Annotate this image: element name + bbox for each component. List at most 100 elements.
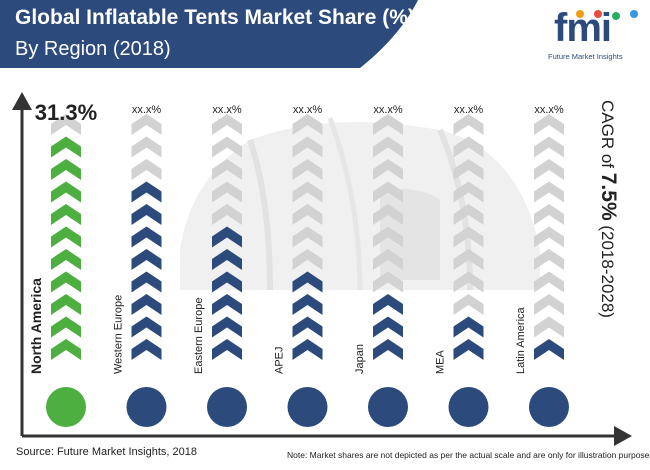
chevron-icon [292,249,323,270]
chevron-icon [212,136,242,158]
chevron-icon [131,249,162,270]
chevron-icon [453,294,484,315]
chevron-icon [373,316,403,338]
category-label: Japan [354,344,366,374]
chevron-icon [131,181,162,203]
chevron-icon [453,271,484,293]
chevron-icon [51,114,81,135]
chevron-icon [373,114,403,135]
chevron-icon [131,226,162,248]
value-label: xx.x% [132,104,162,116]
chevron-icon [212,159,242,180]
chevron-icon [131,204,162,225]
bar-column: xx.x% Eastern Europe [193,104,247,427]
cagr-label: CAGR of 7.5% (2018-2028) [597,100,650,380]
chevron-icon [453,114,484,135]
chevron-icon [51,136,81,158]
circle-marker-icon [448,387,489,427]
logo-subtitle: Future Market Insights [548,52,623,61]
circle-marker-icon [126,387,167,427]
chevron-icon [212,339,242,360]
category-label: Eastern Europe [193,298,205,374]
cagr-text: CAGR of 7.5% (2018-2028) [596,100,620,318]
chevron-icon [534,204,564,225]
tent-illustration [180,117,540,291]
chevron-icon [51,316,81,338]
header-banner: Global Inflatable Tents Market Share (%)… [0,0,420,72]
chevron-icon [373,204,403,225]
chevron-icon [292,159,323,180]
chevron-icon [292,294,323,315]
chevron-icon [534,159,564,180]
chevron-icon [373,249,403,270]
fmi-logo: fmi Future Market Insights [548,6,646,68]
chevron-icon [453,339,484,360]
value-label: xx.x% [534,104,564,116]
chevron-icon [292,114,323,135]
chevron-icon [534,294,564,315]
chevron-icon [51,249,81,270]
chevron-icon [534,226,564,248]
chevron-icon [534,114,564,135]
chevron-icon [131,159,162,180]
bar-column: xx.x% Japan [354,104,408,427]
category-label: APEJ [274,346,286,374]
chevron-icon [534,249,564,270]
chart-subtitle: By Region (2018) [15,38,171,60]
chevron-icon [373,339,403,360]
chevron-icon [212,249,242,270]
header-banner-shape [0,0,418,68]
chevron-icon [453,159,484,180]
chevron-icon [453,249,484,270]
value-label: xx.x% [373,104,403,116]
chevron-icon [51,181,81,203]
cagr-value: 7.5% [597,172,620,221]
chevron-icon [131,339,162,360]
chevron-icon [453,204,484,225]
chevron-icon [131,316,162,338]
chart-axes [12,92,632,446]
chevron-icon [292,181,323,203]
chevron-icon [373,136,403,158]
chevron-icon [453,316,484,338]
axis-arrow-icon [12,92,32,110]
chevron-icon [51,204,81,225]
bar-column: xx.x% Latin America [515,104,569,427]
value-label: xx.x% [212,104,242,116]
value-label: 31.3% [35,100,97,125]
chevron-icon [534,339,564,360]
chevron-icon [51,294,81,315]
bar-column: 31.3% North America [28,100,97,427]
category-label: North America [28,278,44,374]
chart-title: Global Inflatable Tents Market Share (%) [15,6,415,29]
circle-marker-icon [207,387,247,427]
chevron-icon [373,271,403,293]
chevron-icon [292,316,323,338]
chevron-icon [373,226,403,248]
bar-column: xx.x% Western Europe [113,104,167,427]
chevron-icon [212,204,242,225]
chevron-icon [453,181,484,203]
logo-mark: fmi [554,6,612,50]
chevron-icon [51,159,81,180]
category-label: MEA [435,350,447,375]
chevron-icon [212,181,242,203]
chevron-icon [534,271,564,293]
chevron-icon [212,114,242,135]
source-note: Source: Future Market Insights, 2018 [16,446,197,458]
chevron-icon [212,294,242,315]
chevron-icon [534,181,564,203]
chevron-icon [51,271,81,293]
chevron-icon [212,316,242,338]
chevron-icon [373,294,403,315]
chevron-icon [453,226,484,248]
bar-column: xx.x% APEJ [274,104,328,427]
chevron-icon [292,136,323,158]
chevron-icon [292,339,323,360]
chevron-icon [51,226,81,248]
chevron-icon [131,294,162,315]
chevron-icon [373,181,403,203]
circle-marker-icon [529,387,569,427]
